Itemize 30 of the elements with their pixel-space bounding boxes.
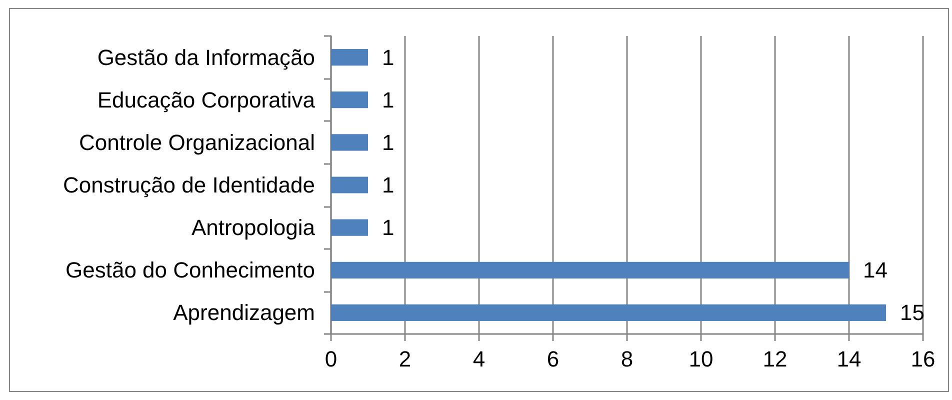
x-tick-label: 10 xyxy=(688,346,714,372)
bar xyxy=(331,92,368,108)
y-tick-label: Antropologia xyxy=(191,215,316,240)
bar xyxy=(331,262,849,278)
bar xyxy=(331,304,886,322)
x-tick-label: 12 xyxy=(762,346,788,372)
x-tick-label: 8 xyxy=(620,346,634,372)
data-label: 1 xyxy=(382,215,394,240)
x-tick-label: 14 xyxy=(836,346,862,372)
y-tick-label: Controle Organizacional xyxy=(78,130,315,155)
data-label: 1 xyxy=(382,172,394,198)
data-label: 1 xyxy=(382,44,394,70)
data-label: 14 xyxy=(863,258,888,283)
data-label: 1 xyxy=(382,130,394,155)
bar xyxy=(331,48,368,66)
x-tick-label: 0 xyxy=(324,346,338,372)
x-tick-label: 6 xyxy=(546,346,560,372)
data-label: 1 xyxy=(382,87,394,112)
y-tick-label: Gestão da Informação xyxy=(97,44,315,70)
y-tick-label: Gestão do Conhecimento xyxy=(66,258,315,283)
bar xyxy=(331,134,368,151)
bar xyxy=(331,219,368,236)
bar xyxy=(331,176,368,194)
x-tick-label: 4 xyxy=(472,346,486,372)
data-label: 15 xyxy=(900,300,924,326)
y-tick-label: Construção de Identidade xyxy=(63,172,315,198)
x-tick-label: 16 xyxy=(910,346,936,372)
x-tick-label: 2 xyxy=(398,346,412,372)
y-tick-label: Educação Corporativa xyxy=(97,87,316,112)
y-tick-label: Aprendizagem xyxy=(173,300,315,326)
